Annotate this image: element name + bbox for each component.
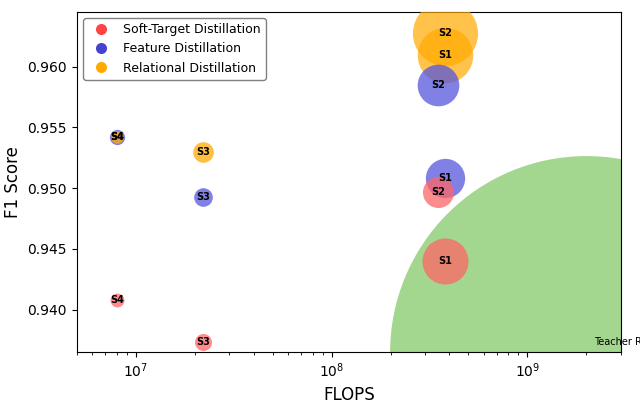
- Text: S1: S1: [438, 256, 452, 266]
- Text: S2: S2: [431, 187, 445, 197]
- Point: [440, 51, 450, 58]
- Point: [433, 82, 444, 88]
- Point: [198, 339, 208, 346]
- X-axis label: FLOPS: FLOPS: [323, 386, 374, 400]
- Text: S2: S2: [438, 28, 452, 38]
- Point: [198, 193, 208, 200]
- Text: S4: S4: [110, 132, 124, 142]
- Text: S4: S4: [110, 295, 124, 305]
- Y-axis label: F1 Score: F1 Score: [4, 146, 22, 218]
- Text: Teacher Replica: Teacher Replica: [595, 337, 640, 347]
- Point: [440, 258, 450, 264]
- Text: S1: S1: [438, 50, 452, 60]
- Text: S4: S4: [110, 132, 124, 142]
- Point: [440, 175, 450, 182]
- Legend: Soft-Target Distillation, Feature Distillation, Relational Distillation: Soft-Target Distillation, Feature Distil…: [83, 18, 266, 80]
- Point: [111, 296, 122, 303]
- Point: [111, 134, 122, 140]
- Text: S1: S1: [438, 173, 452, 183]
- Text: S3: S3: [196, 337, 210, 347]
- Point: [198, 148, 208, 155]
- Point: [581, 349, 591, 355]
- Text: S2: S2: [431, 80, 445, 90]
- Point: [440, 30, 450, 36]
- Text: S3: S3: [196, 192, 210, 202]
- Text: S3: S3: [196, 147, 210, 157]
- Point: [433, 188, 444, 195]
- Point: [111, 134, 122, 140]
